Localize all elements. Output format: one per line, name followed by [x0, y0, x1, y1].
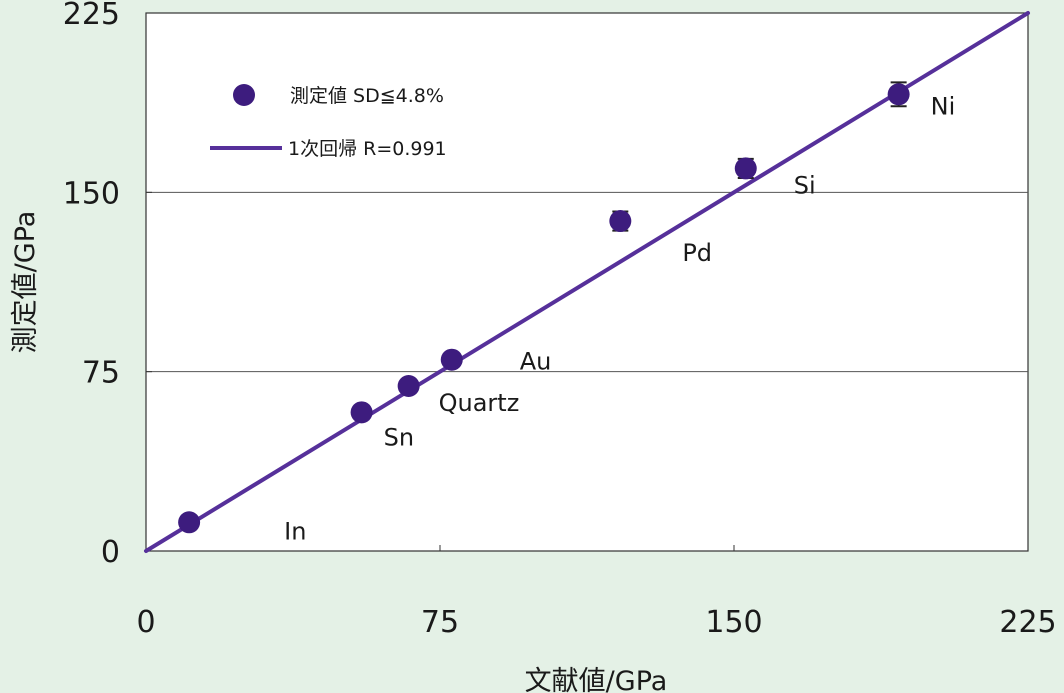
- data-point-pd: [609, 210, 632, 233]
- point-label-pd: Pd: [682, 239, 712, 267]
- data-point-in: [178, 511, 201, 534]
- data-point-sn: [350, 401, 373, 424]
- y-tick-label-75: 75: [82, 356, 120, 391]
- point-label-au: Au: [520, 348, 552, 376]
- data-point-quartz: [397, 375, 420, 398]
- data-points: [178, 81, 910, 534]
- point-label-in: In: [284, 517, 306, 545]
- regression-line-group: [144, 11, 1030, 553]
- x-tick-label-0: 0: [136, 605, 155, 640]
- legend-line-label: 1次回帰 R=0.991: [288, 138, 447, 160]
- y-axis-title: 測定値/GPa: [10, 211, 41, 354]
- x-axis-title: 文献値/GPa: [525, 666, 668, 693]
- point-label-ni: Ni: [931, 92, 956, 120]
- grid-lines: [146, 12, 1028, 551]
- x-tick-label-150: 150: [705, 605, 762, 640]
- regression-line: [144, 11, 1030, 553]
- point-label-quartz: Quartz: [439, 389, 520, 417]
- data-point-ni: [887, 83, 910, 106]
- data-point-au: [440, 348, 463, 371]
- x-tick-labels: 0 75 150 225: [136, 605, 1056, 640]
- legend-scatter-label: 測定値 SD≦4.8%: [290, 85, 444, 107]
- y-tick-label-0: 0: [101, 535, 120, 570]
- point-label-si: Si: [794, 171, 816, 199]
- legend: 測定値 SD≦4.8% 1次回帰 R=0.991: [210, 84, 447, 160]
- legend-marker-icon: [233, 84, 255, 106]
- y-tick-labels: 0 75 150 225: [63, 0, 120, 570]
- y-tick-label-225: 225: [63, 0, 120, 32]
- y-tick-label-150: 150: [63, 176, 120, 211]
- x-tick-label-75: 75: [421, 605, 459, 640]
- data-point-si: [734, 157, 757, 180]
- point-label-sn: Sn: [384, 423, 414, 451]
- x-tick-label-225: 225: [999, 605, 1056, 640]
